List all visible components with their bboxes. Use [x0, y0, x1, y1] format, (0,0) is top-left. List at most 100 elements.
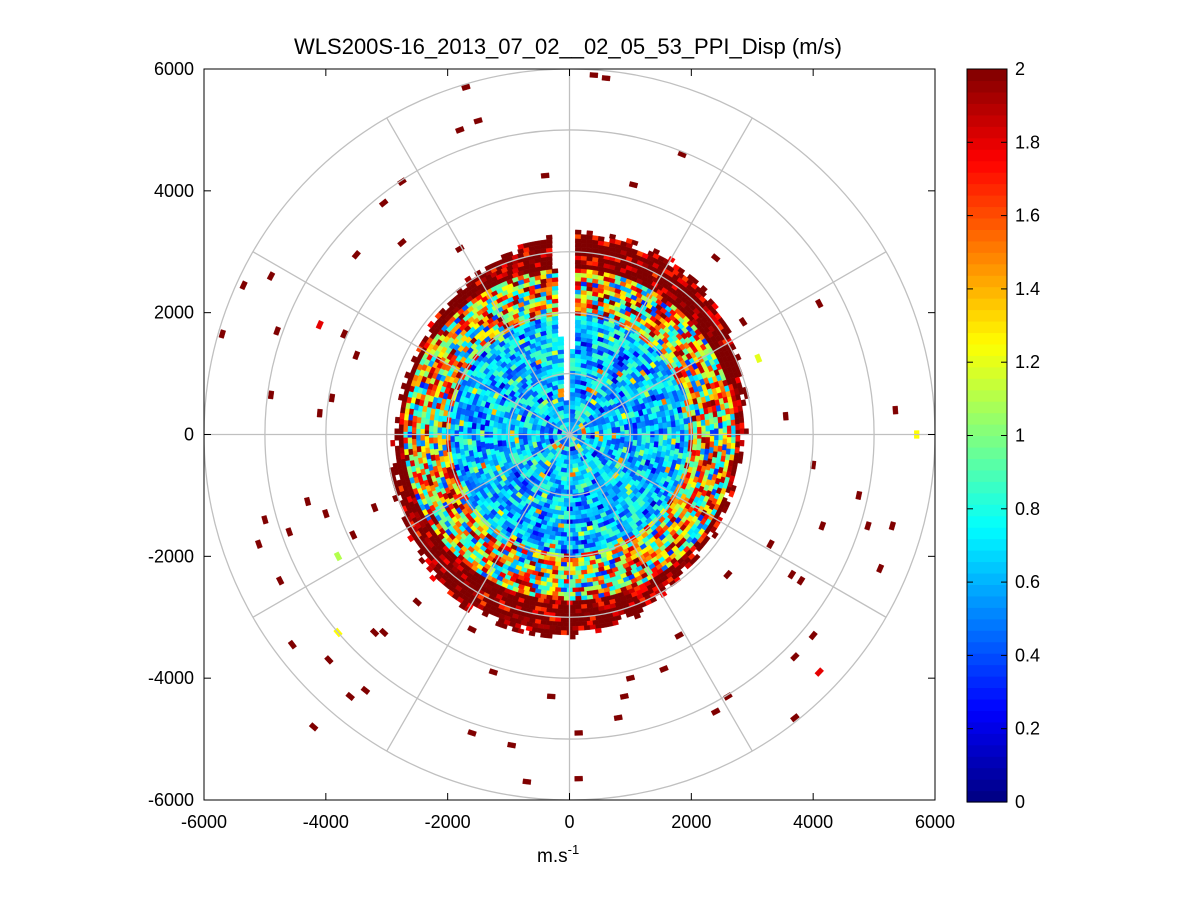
data-cell — [569, 472, 576, 478]
colorbar-band — [967, 779, 1007, 792]
data-cell — [722, 421, 728, 428]
data-cell — [441, 421, 447, 428]
data-cell — [458, 425, 464, 432]
data-cell — [557, 523, 565, 529]
data-cell — [509, 435, 515, 443]
data-cell — [592, 235, 599, 241]
colorbar-band — [967, 767, 1007, 780]
data-cell — [705, 437, 711, 444]
data-cell — [563, 510, 570, 516]
y-tick-label: 6000 — [154, 59, 194, 79]
data-cell — [569, 621, 576, 627]
colorbar-band — [967, 630, 1007, 643]
colorbar-band — [967, 458, 1007, 471]
data-cell — [563, 604, 570, 610]
data-cell — [717, 445, 723, 453]
data-cell — [649, 437, 655, 444]
data-cell — [572, 600, 579, 606]
data-cell — [563, 502, 570, 508]
data-cell — [569, 604, 576, 610]
data-cell — [738, 451, 744, 459]
data-cell — [560, 625, 567, 631]
data-cell — [580, 603, 588, 610]
colorbar-band — [967, 80, 1007, 93]
data-cell — [734, 447, 740, 454]
colorbar-tick-label: 1.8 — [1015, 132, 1040, 152]
data-cell — [709, 424, 715, 431]
colorbar-band — [967, 481, 1007, 494]
data-cell — [411, 444, 418, 451]
data-cell — [563, 523, 570, 529]
colorbar-tick-label: 0.8 — [1015, 499, 1040, 519]
data-cell — [738, 416, 745, 424]
data-cell — [658, 422, 664, 430]
data-cell — [449, 423, 456, 431]
colorbar-tick-label: 1.4 — [1015, 279, 1040, 299]
data-cell — [475, 434, 481, 441]
data-cell — [554, 617, 562, 623]
data-cell — [441, 444, 448, 451]
data-cell — [572, 549, 579, 555]
sparse-data-cell — [574, 730, 583, 736]
data-cell — [551, 289, 559, 296]
data-cell — [557, 527, 565, 533]
data-cell — [580, 255, 588, 261]
data-cell — [738, 410, 744, 418]
data-cell — [586, 238, 594, 245]
data-cell — [563, 498, 570, 503]
data-cell — [739, 422, 745, 430]
data-cell — [554, 548, 562, 554]
data-cell — [569, 361, 576, 367]
data-cell — [577, 557, 585, 563]
data-cell — [415, 428, 421, 435]
data-cell — [607, 434, 613, 441]
data-cell — [424, 418, 430, 425]
data-cell — [574, 336, 582, 342]
colorbar-band — [967, 710, 1007, 723]
data-cell — [594, 627, 602, 634]
data-cell — [569, 527, 576, 533]
colorbar-tick-label: 0 — [1015, 792, 1025, 812]
colorbar-band — [967, 733, 1007, 746]
data-cell — [454, 424, 460, 431]
data-cell — [574, 319, 582, 325]
data-cell — [583, 599, 591, 605]
data-cell — [415, 440, 421, 447]
data-cell — [554, 544, 562, 550]
data-cell — [557, 340, 565, 346]
data-cell — [580, 289, 588, 296]
colorbar-band — [967, 618, 1007, 631]
data-cell — [428, 437, 434, 444]
y-tick-label: -2000 — [148, 546, 194, 566]
data-cell — [560, 489, 567, 495]
data-cell — [484, 425, 490, 432]
data-cell — [580, 238, 588, 244]
data-cell — [704, 419, 711, 427]
colorbar-band — [967, 183, 1007, 196]
data-cell — [563, 570, 570, 576]
data-cell — [580, 242, 588, 248]
data-cell — [572, 536, 579, 542]
data-cell — [575, 608, 582, 614]
data-cell — [475, 428, 481, 435]
data-cell — [471, 428, 477, 435]
data-cell — [441, 438, 447, 445]
colorbar-tick-label: 0.6 — [1015, 572, 1040, 592]
data-cell — [554, 561, 562, 567]
data-cell — [554, 587, 562, 593]
data-cell — [709, 418, 715, 425]
data-cell — [428, 425, 434, 432]
data-cell — [589, 624, 596, 630]
data-cell — [569, 353, 576, 359]
data-cell — [407, 425, 413, 432]
data-cell — [560, 561, 567, 567]
data-cell — [575, 229, 582, 235]
data-cell — [415, 422, 421, 429]
data-cell — [496, 428, 502, 435]
colorbar-band — [967, 229, 1007, 242]
data-cell — [667, 426, 673, 434]
data-cell — [554, 629, 562, 635]
data-cell — [528, 241, 536, 248]
data-cell — [574, 591, 582, 597]
data-cell — [654, 435, 660, 443]
